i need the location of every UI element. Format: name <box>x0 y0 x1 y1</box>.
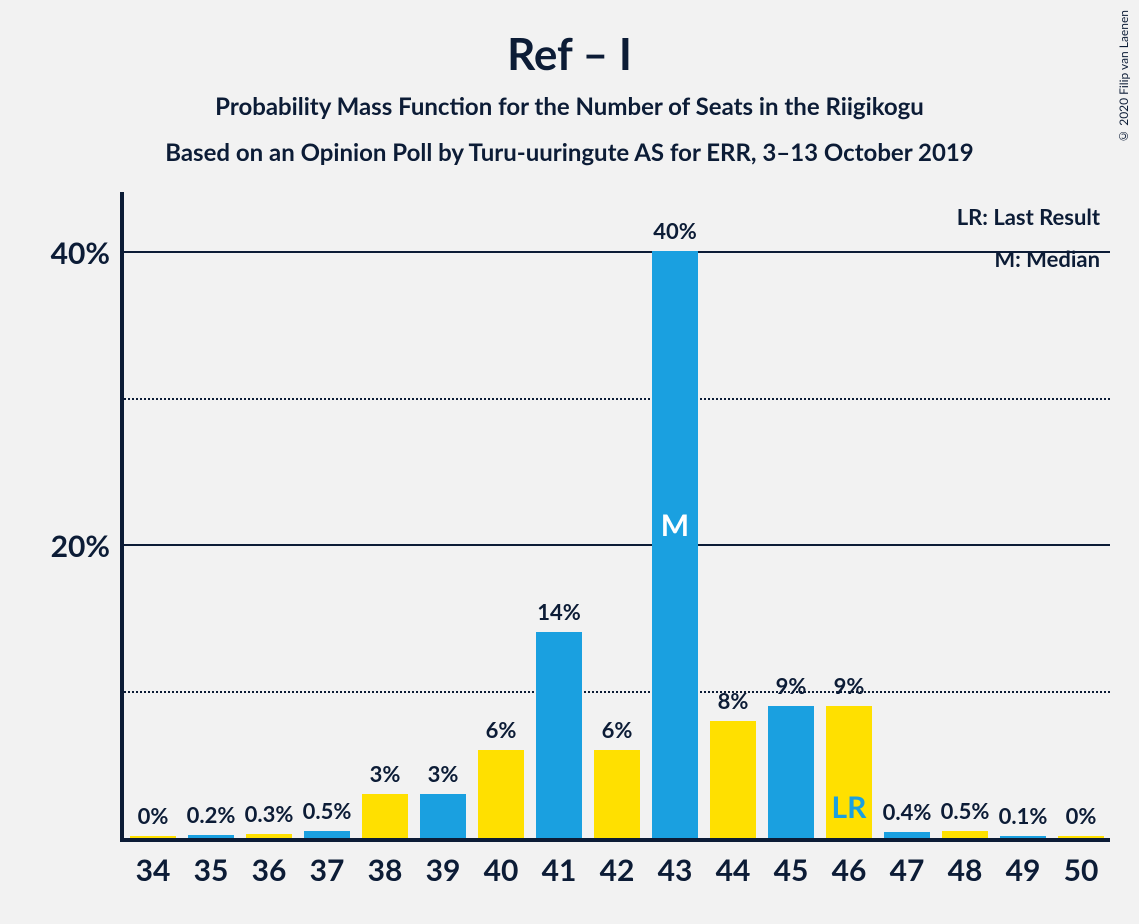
bar-35: 0.2% <box>188 835 234 838</box>
x-axis-tick-label: 43 <box>658 852 693 888</box>
bar-slot: 0.3%36 <box>240 192 298 838</box>
x-axis-tick-label: 35 <box>194 852 229 888</box>
bar-43: 40%M <box>652 251 698 838</box>
x-axis-tick-label: 47 <box>890 852 925 888</box>
bar-value-label: 14% <box>537 598 581 625</box>
bar-slot: 0.1%49 <box>994 192 1052 838</box>
bar-value-label: 0% <box>138 802 169 829</box>
bar-slot: 0.4%47 <box>878 192 936 838</box>
bar-34: 0% <box>130 836 176 838</box>
bar-value-label: 0.3% <box>245 800 294 827</box>
bar-41: 14% <box>536 632 582 838</box>
x-axis-tick-label: 46 <box>832 852 867 888</box>
chart-subtitle-1: Probability Mass Function for the Number… <box>0 92 1139 121</box>
bar-slot: 0.2%35 <box>182 192 240 838</box>
x-axis-tick-label: 40 <box>484 852 519 888</box>
x-axis-tick-label: 42 <box>600 852 635 888</box>
x-axis-tick-label: 49 <box>1006 852 1041 888</box>
plot-area: LR: Last Result M: Median 20%40% 0%340.2… <box>120 192 1110 842</box>
bar-slot: 0%50 <box>1052 192 1110 838</box>
bar-value-label: 0.1% <box>999 802 1048 829</box>
bar-45: 9% <box>768 706 814 838</box>
bar-50: 0% <box>1058 836 1104 838</box>
bar-37: 0.5% <box>304 831 350 838</box>
bar-slot: 3%38 <box>356 192 414 838</box>
bar-value-label: 0.2% <box>187 801 236 828</box>
bar-40: 6% <box>478 750 524 838</box>
bar-value-label: 0.4% <box>883 798 932 825</box>
bars-container: 0%340.2%350.3%360.5%373%383%396%4014%416… <box>124 192 1110 838</box>
bar-48: 0.5% <box>942 831 988 838</box>
bar-value-label: 3% <box>428 760 459 787</box>
median-annotation: M <box>661 507 689 543</box>
x-axis-tick-label: 36 <box>252 852 287 888</box>
x-axis-tick-label: 39 <box>426 852 461 888</box>
y-axis-tick-label: 20% <box>51 528 110 564</box>
bar-value-label: 9% <box>776 672 807 699</box>
bar-39: 3% <box>420 794 466 838</box>
bar-value-label: 6% <box>486 716 517 743</box>
bar-slot: 9%LR46 <box>820 192 878 838</box>
chart-subtitle-2: Based on an Opinion Poll by Turu-uuringu… <box>0 138 1139 167</box>
bar-44: 8% <box>710 721 756 838</box>
x-axis-tick-label: 37 <box>310 852 345 888</box>
bar-slot: 0.5%37 <box>298 192 356 838</box>
x-axis-tick-label: 41 <box>542 852 577 888</box>
bar-value-label: 40% <box>653 217 697 244</box>
bar-slot: 8%44 <box>704 192 762 838</box>
chart-title-main: Ref – I <box>0 28 1139 80</box>
bar-slot: 0%34 <box>124 192 182 838</box>
x-axis-tick-label: 45 <box>774 852 809 888</box>
bar-slot: 14%41 <box>530 192 588 838</box>
x-axis-tick-label: 50 <box>1064 852 1099 888</box>
x-axis-tick-label: 34 <box>136 852 171 888</box>
bar-value-label: 0.5% <box>303 797 352 824</box>
bar-42: 6% <box>594 750 640 838</box>
bar-46: 9%LR <box>826 706 872 838</box>
bar-value-label: 0% <box>1066 802 1097 829</box>
bar-value-label: 3% <box>370 760 401 787</box>
x-axis-tick-label: 48 <box>948 852 983 888</box>
y-axis-tick-label: 40% <box>51 235 110 271</box>
bar-slot: 6%40 <box>472 192 530 838</box>
bar-47: 0.4% <box>884 832 930 838</box>
bar-slot: 40%M43 <box>646 192 704 838</box>
bar-slot: 9%45 <box>762 192 820 838</box>
chart-figure: © 2020 Filip van Laenen Ref – I Probabil… <box>0 0 1139 924</box>
x-axis-tick-label: 44 <box>716 852 751 888</box>
last-result-annotation: LR <box>832 789 867 825</box>
bar-value-label: 8% <box>718 687 749 714</box>
bar-slot: 0.5%48 <box>936 192 994 838</box>
bar-value-label: 6% <box>602 716 633 743</box>
bar-value-label: 0.5% <box>941 797 990 824</box>
bar-slot: 6%42 <box>588 192 646 838</box>
bar-value-label: 9% <box>834 672 865 699</box>
bar-slot: 3%39 <box>414 192 472 838</box>
bar-36: 0.3% <box>246 834 292 838</box>
bar-38: 3% <box>362 794 408 838</box>
x-axis-tick-label: 38 <box>368 852 403 888</box>
bar-49: 0.1% <box>1000 836 1046 838</box>
